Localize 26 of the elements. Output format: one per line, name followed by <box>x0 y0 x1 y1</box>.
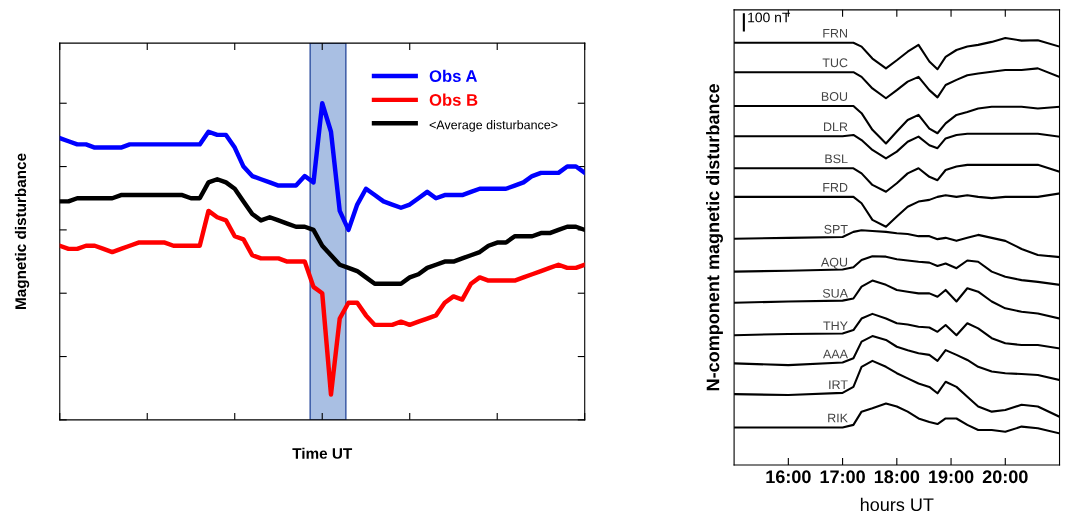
series-label: TUC <box>822 58 848 68</box>
y-axis-title: N-component magnetic disturbance <box>706 84 723 391</box>
legend-label: Obs B <box>429 93 478 106</box>
series-label: RIK <box>828 413 848 423</box>
series-label: BSL <box>825 154 848 164</box>
x-tick-label: 17:00 <box>820 470 865 484</box>
x-tick-label: 18:00 <box>874 470 920 484</box>
series-label: BOU <box>821 92 848 101</box>
series-label: AQU <box>820 257 848 269</box>
series-label: AAA <box>823 349 848 359</box>
x-tick-label: 19:00 <box>929 470 974 484</box>
x-tick-label: 16:00 <box>766 470 811 484</box>
legend-label: <Average disturbance> <box>429 120 558 132</box>
series-label: DLR <box>824 122 848 132</box>
x-axis-title: Time UT <box>292 447 353 459</box>
series-label: IRT <box>829 380 848 389</box>
x-tick-label: 20:00 <box>982 470 1028 484</box>
legend-label: Obs A <box>429 69 478 82</box>
series-label: SUA <box>822 288 848 298</box>
series-label: SPT <box>824 224 848 234</box>
x-axis-title: hours UT <box>860 497 934 512</box>
y-axis-title: Magnetic disturbance <box>14 153 30 309</box>
text: 100 nT <box>748 12 791 23</box>
legend-label: FRN <box>823 28 847 38</box>
series-label: FRD <box>823 183 848 192</box>
series-label: THY <box>823 321 848 331</box>
